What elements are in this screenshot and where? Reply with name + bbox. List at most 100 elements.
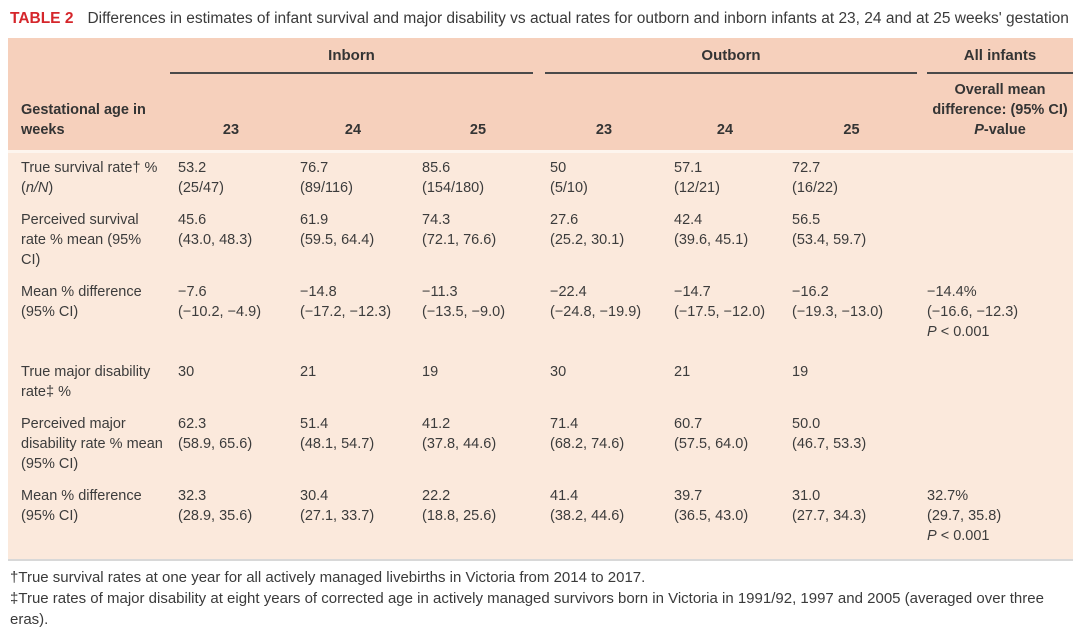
table-cell: 30.4 (27.1, 33.7): [292, 481, 414, 553]
row-label: Perceived major disability rate % mean (…: [8, 409, 170, 481]
cell-value: 19: [422, 364, 439, 380]
table-number: TABLE 2: [10, 10, 74, 27]
cell-value: 53.2: [178, 160, 207, 176]
table-cell: 21: [666, 357, 784, 409]
table-cell: −11.3 (−13.5, −9.0): [414, 277, 542, 349]
overall-header-text: Overall mean difference: (95% CI): [932, 82, 1068, 118]
table-cell: 60.7 (57.5, 64.0): [666, 409, 784, 481]
table-row-true-major-disability: True major disability rate‡ % 30 21 19 3…: [8, 357, 1073, 409]
table-cell: 21: [292, 357, 414, 409]
p-rest: < 0.001: [936, 528, 990, 544]
table-cell: 19: [414, 357, 542, 409]
footnote-double-dagger: ‡True rates of major disability at eight…: [10, 590, 1044, 628]
table-caption: TABLE 2 Differences in estimates of infan…: [8, 6, 1073, 30]
table-caption-text: Differences in estimates of infant survi…: [87, 10, 1069, 27]
cell-ci: (29.7, 35.8): [927, 508, 1002, 524]
table-cell: 41.2 (37.8, 44.6): [414, 409, 542, 481]
table-cell: −16.2 (−19.3, −13.0): [784, 277, 919, 349]
cell-value: 19: [792, 364, 809, 380]
table-cell: 71.4 (68.2, 74.6): [542, 409, 666, 481]
cell-ci: (18.8, 25.6): [422, 508, 497, 524]
cell-p-value: P < 0.001: [927, 526, 1067, 546]
column-header-inborn-25: 25: [469, 122, 487, 138]
table-cell: 61.9 (59.5, 64.4): [292, 205, 414, 277]
table-cell: 39.7 (36.5, 43.0): [666, 481, 784, 553]
row-label-text: Perceived major disability rate % mean (…: [21, 416, 163, 472]
p-italic: P: [927, 324, 937, 340]
table-cell: 32.3 (28.9, 35.6): [170, 481, 292, 553]
row-label-text: Mean % difference (95% CI): [21, 284, 142, 320]
footnote-dagger: †True survival rates at one year for all…: [10, 569, 646, 586]
row-label-text-post: ): [48, 180, 54, 196]
cell-ci: (−10.2, −4.9): [178, 304, 262, 320]
column-header-inborn-23: 23: [222, 122, 240, 138]
cell-value: 39.7: [674, 488, 703, 504]
cell-ci: (27.7, 34.3): [792, 508, 867, 524]
row-label: Mean % difference (95% CI): [8, 277, 170, 349]
cell-ci: (154/180): [422, 180, 485, 196]
cell-value: 50.0: [792, 416, 821, 432]
column-header-outborn-23: 23: [595, 122, 613, 138]
table-cell: 41.4 (38.2, 44.6): [542, 481, 666, 553]
table-cell: 72.7 (16/22): [784, 153, 919, 205]
row-label-text: Mean % difference (95% CI): [21, 488, 142, 524]
table-cell: 50 (5/10): [542, 153, 666, 205]
table-cell: −22.4 (−24.8, −19.9): [542, 277, 666, 349]
cell-ci: (27.1, 33.7): [300, 508, 375, 524]
group-header-outborn: Outborn: [545, 46, 917, 74]
cell-value: 21: [674, 364, 691, 380]
cell-value: −14.4%: [927, 284, 977, 300]
overall-header-text-post: -value: [983, 122, 1026, 138]
cell-value: 31.0: [792, 488, 821, 504]
cell-value: 27.6: [550, 212, 579, 228]
cell-ci: (−17.5, −12.0): [674, 304, 766, 320]
table-cell-empty: [919, 153, 1073, 205]
cell-value: −14.7: [674, 284, 711, 300]
cell-ci: (36.5, 43.0): [674, 508, 749, 524]
cell-value: 57.1: [674, 160, 703, 176]
table-cell: 42.4 (39.6, 45.1): [666, 205, 784, 277]
cell-value: 30.4: [300, 488, 329, 504]
overall-header-p-italic: P: [974, 122, 984, 138]
row-label-italic: n/N: [25, 180, 49, 196]
table-body: True survival rate† % (n/N) 53.2 (25/47) …: [8, 150, 1073, 561]
page: TABLE 2 Differences in estimates of infan…: [8, 6, 1073, 630]
cell-ci: (−17.2, −12.3): [300, 304, 392, 320]
table-cell: 85.6 (154/180): [414, 153, 542, 205]
table-cell-overall: −14.4% (−16.6, −12.3) P < 0.001: [919, 277, 1073, 349]
table-cell: 31.0 (27.7, 34.3): [784, 481, 919, 553]
cell-ci: (89/116): [300, 180, 353, 196]
cell-ci: (−13.5, −9.0): [422, 304, 506, 320]
table-cell: 74.3 (72.1, 76.6): [414, 205, 542, 277]
table-header: Inborn Outborn All infants Gestational a…: [8, 38, 1073, 150]
table-cell-empty: [919, 205, 1073, 277]
table-cell: 76.7 (89/116): [292, 153, 414, 205]
column-header-overall-mean-difference: Overall mean difference: (95% CI) P-valu…: [919, 80, 1073, 140]
cell-ci: (59.5, 64.4): [300, 232, 375, 248]
cell-ci: (53.4, 59.7): [792, 232, 867, 248]
row-label-text: True major disability rate‡ %: [21, 364, 151, 400]
cell-ci: (39.6, 45.1): [674, 232, 749, 248]
p-rest: < 0.001: [936, 324, 990, 340]
row-label-text: True survival rate† % (: [21, 160, 158, 196]
cell-value: 51.4: [300, 416, 329, 432]
table-cell: 45.6 (43.0, 48.3): [170, 205, 292, 277]
cell-value: 60.7: [674, 416, 703, 432]
cell-value: 74.3: [422, 212, 451, 228]
row-label: Mean % difference (95% CI): [8, 481, 170, 553]
cell-ci: (37.8, 44.6): [422, 436, 497, 452]
cell-ci: (−19.3, −13.0): [792, 304, 884, 320]
cell-value: 45.6: [178, 212, 207, 228]
footnotes: †True survival rates at one year for all…: [8, 567, 1073, 630]
column-header-outborn-25: 25: [843, 122, 860, 138]
cell-ci: (12/21): [674, 180, 720, 196]
table-cell: 56.5 (53.4, 59.7): [784, 205, 919, 277]
cell-value: −22.4: [550, 284, 587, 300]
cell-ci: (28.9, 35.6): [178, 508, 253, 524]
table-cell-overall: 32.7% (29.7, 35.8) P < 0.001: [919, 481, 1073, 553]
cell-value: 41.4: [550, 488, 579, 504]
column-header-gestational-age: Gestational age in weeks: [21, 102, 146, 138]
cell-ci: (−24.8, −19.9): [550, 304, 642, 320]
column-header-outborn-24: 24: [716, 122, 734, 138]
cell-value: 76.7: [300, 160, 329, 176]
